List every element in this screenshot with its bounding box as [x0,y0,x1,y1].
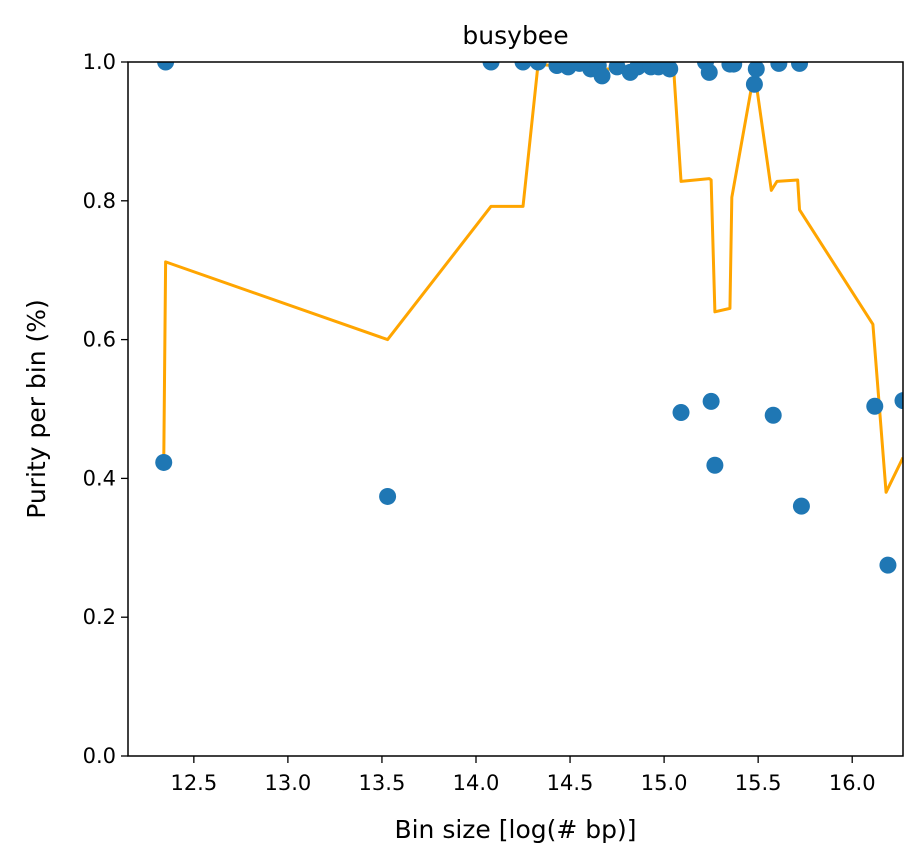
x-tick-label: 14.5 [547,771,594,795]
data-point [593,67,611,85]
data-point [706,456,724,474]
data-point [792,497,810,515]
data-point [482,62,500,71]
data-point [672,403,690,421]
plot-area [128,62,903,756]
data-point [879,556,897,574]
x-axis-label: Bin size [log(# bp)] [394,815,636,844]
data-point [157,62,175,71]
data-point [725,62,743,73]
data-point [661,62,679,78]
y-axis-ticks: 0.0 0.2 0.4 0.6 0.8 1.0 [83,50,128,768]
data-point [379,487,397,505]
data-point [155,453,173,471]
y-tick-label: 1.0 [83,50,116,74]
data-point [747,62,765,78]
y-tick-label: 0.2 [83,605,116,629]
x-tick-label: 16.0 [829,771,876,795]
data-point [764,406,782,424]
points-layer [155,62,903,574]
x-tick-label: 12.5 [170,771,217,795]
data-point [514,62,532,71]
x-tick-label: 13.5 [359,771,406,795]
y-tick-label: 0.4 [83,466,116,490]
x-tick-label: 13.0 [265,771,312,795]
data-point [702,392,720,410]
y-tick-label: 0.8 [83,189,116,213]
data-point [791,62,809,72]
x-tick-label: 15.5 [735,771,782,795]
y-tick-label: 0.6 [83,328,116,352]
data-point [700,63,718,81]
data-point [894,392,903,410]
x-tick-label: 15.0 [641,771,688,795]
data-point [866,397,884,415]
plot-frame [127,61,904,757]
y-tick-label: 0.0 [83,744,116,768]
x-tick-label: 14.0 [453,771,500,795]
data-point [770,62,788,72]
data-point [529,62,547,71]
x-axis-ticks: 12.5 13.0 13.5 14.0 14.5 15.0 15.5 16.0 [170,756,876,795]
data-point [608,62,626,76]
y-axis-label: Purity per bin (%) [22,299,51,519]
data-point [745,75,763,93]
data-point [629,62,647,76]
chart-title: busybee [462,21,568,50]
